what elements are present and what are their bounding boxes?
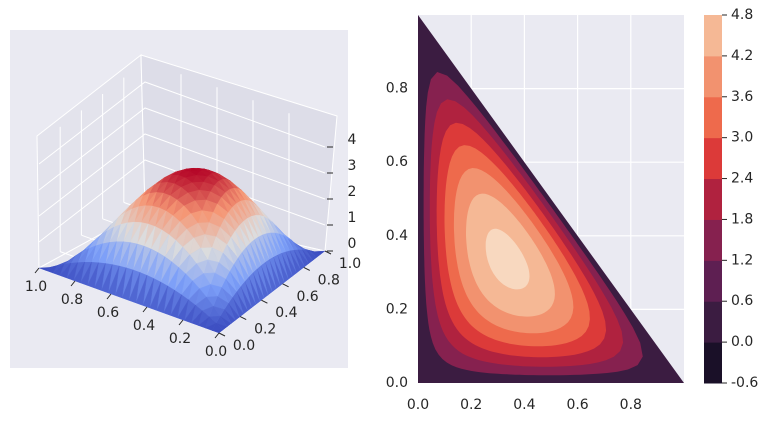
surface-facet <box>170 294 182 319</box>
colorbar-band <box>704 96 722 139</box>
surface-facet <box>142 278 155 309</box>
contour-band <box>485 228 530 290</box>
contour-axis-ticks: 0.0 0.2 0.4 0.6 0.8 0.0 0.2 0.4 0.6 0.8 <box>386 81 642 413</box>
y-tick-mark <box>282 283 289 288</box>
colorbar-band <box>704 178 722 220</box>
y-tick-label: 0.0 <box>233 338 255 354</box>
colorbar-band <box>704 260 722 302</box>
contour-y-tick-label: 0.8 <box>386 81 408 97</box>
colorbar-tick-label: 1.8 <box>731 211 753 227</box>
colorbar-tick-label: 3.0 <box>731 130 753 146</box>
surface-facet <box>163 290 175 316</box>
contour-y-tick-label: 0.0 <box>386 375 408 391</box>
surface-facet <box>177 299 189 321</box>
y-tick-label: 0.4 <box>275 305 297 321</box>
contour-y-tick-label: 0.4 <box>386 228 408 244</box>
colorbar-band <box>704 219 722 261</box>
x-tick-label: 1.0 <box>25 279 47 295</box>
colorbar-band <box>704 301 722 343</box>
contour-x-tick-label: 0.2 <box>460 397 482 413</box>
y-tick-label: 1.0 <box>339 256 361 272</box>
x-tick-mark <box>178 319 184 326</box>
surface-facet <box>197 316 210 329</box>
colorbar: -0.6 0.0 0.6 1.2 1.8 2.4 3.0 3.6 4.2 4.8 <box>704 7 758 391</box>
contour-y-tick-label: 0.6 <box>386 154 408 170</box>
contour-y-tick-label: 0.2 <box>386 301 408 317</box>
colorbar-band <box>704 15 722 57</box>
colorbar-tick-label: 0.0 <box>731 334 753 350</box>
colorbar-tick-label: -0.6 <box>731 375 758 391</box>
contour-x-tick-label: 0.6 <box>566 397 588 413</box>
surface-facet <box>66 262 78 281</box>
colorbar-tick-label: 1.2 <box>731 252 753 268</box>
z-tick-label: 3 <box>348 158 357 174</box>
surface-facet <box>38 267 51 271</box>
surface-facet <box>212 329 224 334</box>
surface-facet <box>114 267 127 299</box>
surface <box>38 168 326 334</box>
y-tick-label: 0.2 <box>254 322 276 338</box>
surface-facet <box>52 263 65 276</box>
z-tick-label: 1 <box>348 210 357 226</box>
colorbar-tick-label: 4.2 <box>731 48 753 64</box>
surface-facet <box>59 263 71 279</box>
wall-gridline <box>38 107 326 191</box>
surface-axis-ticks: 0.00.20.40.60.81.00.00.20.40.60.81.00123… <box>25 132 361 360</box>
surface-facet <box>121 269 134 301</box>
colorbar-ticks: -0.6 0.0 0.6 1.2 1.8 2.4 3.0 3.6 4.2 4.8 <box>722 7 758 391</box>
x-tick-label: 0.2 <box>169 331 191 347</box>
surface-facet <box>107 265 120 296</box>
contour-x-tick-label: 0.8 <box>620 397 642 413</box>
x-tick-mark <box>214 332 220 339</box>
colorbar-tick-label: 3.6 <box>731 89 753 105</box>
y-tick-label: 0.8 <box>318 272 340 288</box>
y-tick-mark <box>218 332 226 337</box>
surface-facet <box>73 262 85 284</box>
surface-facet <box>94 263 106 291</box>
colorbar-tick-label: 4.8 <box>731 7 753 23</box>
wall-gridline <box>38 81 326 165</box>
surface-facet <box>128 272 141 304</box>
y-tick-mark <box>239 316 247 321</box>
contour-axes: 0.0 0.2 0.4 0.6 0.8 0.0 0.2 0.4 0.6 0.8 <box>386 15 684 413</box>
z-tick-label: 4 <box>348 132 357 148</box>
x-tick-label: 0.6 <box>97 305 119 321</box>
x-tick-label: 0.8 <box>61 292 83 308</box>
wall-gridline <box>38 133 326 217</box>
surface-facet <box>190 310 203 326</box>
z-tick-label: 0 <box>348 236 357 252</box>
surface-facet <box>156 285 168 314</box>
surface-facet <box>45 265 58 274</box>
surface-facet <box>204 322 217 331</box>
colorbar-band <box>704 137 722 180</box>
contour-x-tick-label: 0.0 <box>407 397 429 413</box>
x-tick-mark <box>142 306 148 313</box>
x-tick-mark <box>34 267 40 274</box>
surface-facet <box>87 262 99 289</box>
x-tick-label: 0.0 <box>205 344 227 360</box>
colorbar-band <box>704 342 722 384</box>
colorbar-bands <box>704 15 722 384</box>
surface-3d-axes: 0.00.20.40.60.81.00.00.20.40.60.81.00123… <box>10 30 361 368</box>
surface-facet <box>135 275 148 306</box>
colorbar-tick-label: 0.6 <box>731 293 753 309</box>
x-tick-mark <box>106 293 112 300</box>
y-tick-mark <box>261 299 268 304</box>
contour-x-tick-label: 0.4 <box>513 397 535 413</box>
colorbar-band <box>704 55 722 98</box>
z-tick-label: 2 <box>348 184 357 200</box>
wall-gridline <box>38 159 326 243</box>
contour-bands <box>418 15 684 383</box>
x-tick-mark <box>70 280 76 287</box>
y-tick-label: 0.6 <box>296 289 318 305</box>
y-tick-mark <box>303 266 311 271</box>
surface-facet <box>149 281 161 311</box>
surface-facet <box>80 262 92 286</box>
x-tick-label: 0.4 <box>133 318 155 334</box>
y-tick-mark <box>324 250 332 255</box>
surface-facet <box>101 264 113 294</box>
surface-facet <box>184 304 196 324</box>
colorbar-tick-label: 2.4 <box>731 171 753 187</box>
